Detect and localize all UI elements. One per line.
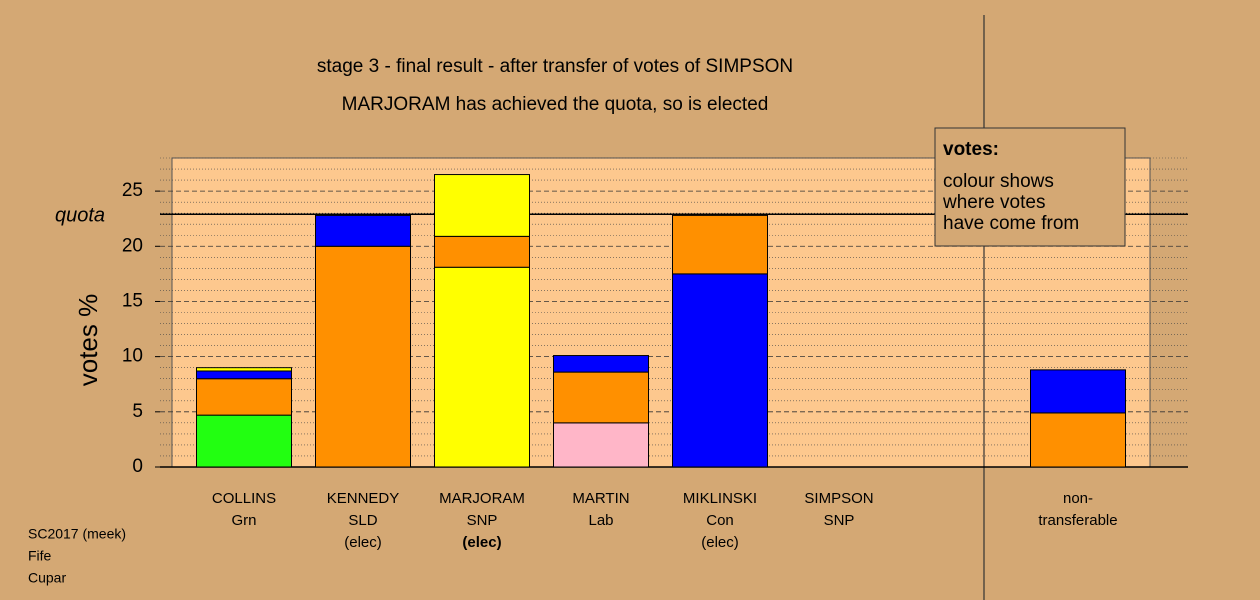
x-tick-label: Grn [231,512,256,529]
x-tick-label: (elec) [344,534,382,551]
bar-segment [672,214,768,275]
y-axis-label: votes % [73,294,103,387]
bar-segment [553,422,649,468]
x-tick-label: SNP [824,512,855,529]
y-tick-label: 15 [122,290,143,311]
x-tick-label: SNP [467,512,498,529]
chart-subtitle: MARJORAM has achieved the quota, so is e… [342,94,769,115]
legend-text: where votes [942,192,1045,213]
footer: Fife [28,548,52,564]
bar-segment [1030,369,1126,414]
bar-segment [315,245,411,468]
legend-text: colour shows [943,171,1054,192]
x-tick-label: Lab [588,512,613,529]
legend-title: votes: [943,139,999,160]
y-tick-label: 10 [122,346,143,367]
legend-text: have come from [943,213,1079,234]
y-tick-label: 20 [122,235,143,256]
bar-segment [196,367,292,372]
bar-segment [196,414,292,468]
bar-segment [553,371,649,424]
legend-box [934,127,1126,247]
quota-label: quota [55,205,105,227]
bar-segment [315,214,411,247]
bar-segment [196,370,292,380]
x-tick-label: MARJORAM [439,490,525,507]
bar-segment [1030,412,1126,468]
x-tick-label: transferable [1038,512,1117,529]
x-tick-label: (elec) [701,534,739,551]
bar-segment [434,266,530,468]
x-tick-label: MARTIN [572,490,629,507]
chart-title: stage 3 - final result - after transfer … [317,56,793,77]
x-tick-label: Con [706,512,734,529]
x-tick-label: MIKLINSKI [683,490,757,507]
bar-segment [553,355,649,373]
y-tick-label: 5 [132,401,143,422]
bar-segment [434,235,530,268]
bar-segment [196,378,292,416]
footer: SC2017 (meek) [28,526,126,542]
x-tick-label: non- [1063,490,1093,507]
bar-segment [672,273,768,468]
x-tick-label: COLLINS [212,490,276,507]
x-tick-label: SIMPSON [804,490,873,507]
x-tick-label: (elec) [462,534,501,551]
footer: Cupar [28,570,66,586]
bar-segment [434,174,530,237]
x-tick-label: SLD [348,512,377,529]
x-tick-label: KENNEDY [327,490,400,507]
y-tick-label: 0 [132,456,143,477]
y-tick-label: 25 [122,180,143,201]
